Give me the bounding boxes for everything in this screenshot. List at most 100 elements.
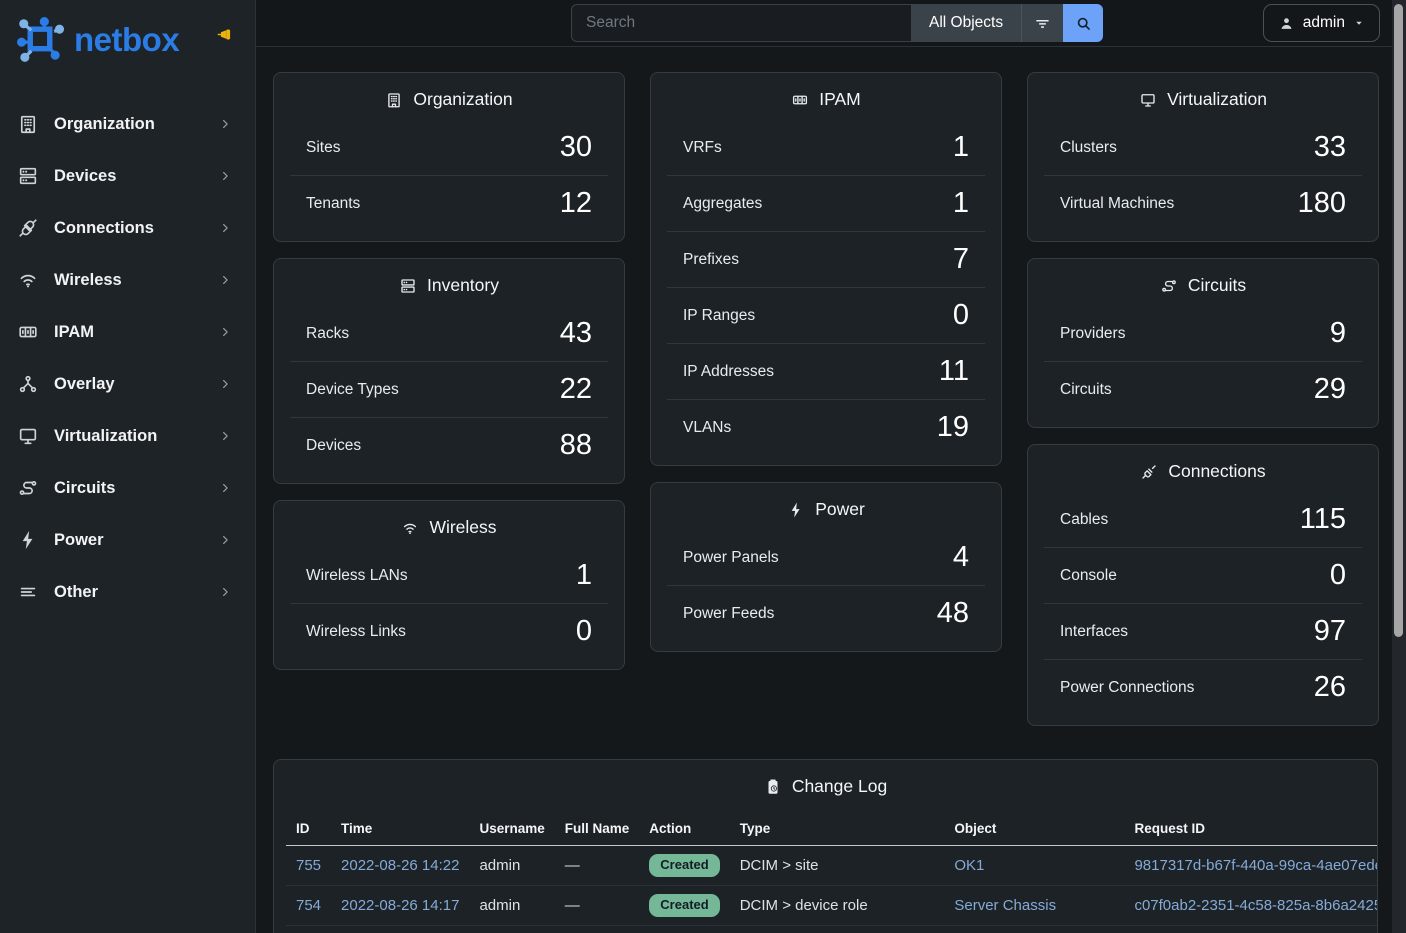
card-title-text: IPAM [819,89,861,109]
request-id-link[interactable]: 9817317d-b67f-440a-99ca-4ae07ede94df [1134,856,1377,874]
column-header-full-name: Full Name [554,811,640,846]
chevron-right-icon [217,116,233,132]
stat-row-power-panels[interactable]: Power Panels 4 [667,530,985,586]
wireless-icon [401,519,419,537]
stat-value: 43 [559,317,592,349]
object-link[interactable]: OK1 [954,856,985,874]
card-rows: VRFs 1 Aggregates 1 Prefixes 7 IP Ranges 0 IP Ad… [651,116,1001,465]
stat-row-interfaces[interactable]: Interfaces 97 [1044,604,1362,660]
cell-type: DCIM > module bay template [730,925,945,933]
stat-row-cables[interactable]: Cables 115 [1044,492,1362,548]
stat-row-wireless-lans[interactable]: Wireless LANs 1 [290,548,608,604]
sidebar-item-ipam[interactable]: IPAM [0,306,255,358]
stat-row-tenants[interactable]: Tenants 12 [290,176,608,231]
cell-object: Server Chassis [944,885,1125,926]
stat-row-aggregates[interactable]: Aggregates 1 [667,176,985,232]
card-power: Power Power Panels 4 Power Feeds 48 [650,482,1002,652]
sidebar-item-virtualization[interactable]: Virtualization [0,410,255,462]
user-menu-button[interactable]: admin [1262,4,1380,42]
action-badge: Created [649,854,720,877]
scrollbar-track[interactable] [1392,0,1406,933]
card-title-text: Virtualization [1167,89,1267,109]
stat-label: Virtual Machines [1060,194,1175,212]
id-link[interactable]: 754 [296,896,322,914]
stat-row-power-feeds[interactable]: Power Feeds 48 [667,586,985,641]
card-inventory: Inventory Racks 43 Device Types 22 Devices 88 [273,258,625,484]
sidebar-item-organization[interactable]: Organization [0,98,255,150]
stat-label: Cables [1060,510,1109,528]
filter-button[interactable] [1021,4,1064,42]
cell-action: Created [639,845,730,886]
search-scope-dropdown[interactable]: All Objects [911,4,1022,42]
stat-row-ip-addresses[interactable]: IP Addresses 11 [667,344,985,400]
card-circuits: Circuits Providers 9 Circuits 29 [1027,258,1379,428]
time-link[interactable]: 2022-08-26 14:22 [341,856,460,874]
search-input[interactable] [571,4,911,42]
stat-row-vrfs[interactable]: VRFs 1 [667,120,985,176]
card-title-organization: Organization [274,73,624,116]
cell-object: OK1 [944,845,1125,886]
stat-label: Power Feeds [683,604,775,622]
stat-row-virtual-machines[interactable]: Virtual Machines 180 [1044,176,1362,231]
pin-icon[interactable] [216,26,233,43]
object-link[interactable]: Server Chassis [954,896,1057,914]
chevron-right-icon [217,220,233,236]
cell-time: 2022-08-26 14:17 [331,885,470,926]
scrollbar-thumb[interactable] [1394,4,1403,637]
sidebar-item-devices[interactable]: Devices [0,150,255,202]
sidebar-item-power[interactable]: Power [0,514,255,566]
stat-label: IP Ranges [683,306,756,324]
cell-action: Created [639,885,730,926]
power-icon [787,501,805,519]
stat-label: VLANs [683,418,732,436]
stat-value: 12 [559,187,592,219]
sidebar-item-label: IPAM [54,322,95,341]
stat-row-console[interactable]: Console 0 [1044,548,1362,604]
stat-row-vlans[interactable]: VLANs 19 [667,400,985,455]
sidebar-item-overlay[interactable]: Overlay [0,358,255,410]
sidebar-item-connections[interactable]: Connections [0,202,255,254]
column-header-action: Action [639,811,730,846]
sidebar-item-label: Overlay [54,374,115,393]
brand[interactable]: netbox [0,0,255,76]
ipam-icon [16,321,40,343]
stat-row-circuits[interactable]: Circuits 29 [1044,362,1362,417]
chevron-right-icon [217,480,233,496]
circuits-icon [1160,277,1178,295]
stat-row-clusters[interactable]: Clusters 33 [1044,120,1362,176]
stat-row-prefixes[interactable]: Prefixes 7 [667,232,985,288]
stat-label: IP Addresses [683,362,775,380]
chevron-right-icon [217,428,233,444]
time-link[interactable]: 2022-08-26 14:17 [341,896,460,914]
sidebar: netbox Organization Devices Connections Wir… [0,0,256,933]
stat-row-device-types[interactable]: Device Types 22 [290,362,608,418]
chevron-right-icon [217,584,233,600]
search-group: All Objects [571,4,1104,42]
stat-row-wireless-links[interactable]: Wireless Links 0 [290,604,608,659]
cell-full-name: — [554,885,640,926]
search-button[interactable] [1063,4,1104,42]
cell-type: DCIM > site [729,845,945,886]
id-link[interactable]: 755 [296,856,322,874]
sidebar-item-wireless[interactable]: Wireless [0,254,255,306]
sidebar-item-circuits[interactable]: Circuits [0,462,255,514]
cell-id: 753 [286,925,331,933]
stat-row-racks[interactable]: Racks 43 [290,306,608,362]
search-icon [1074,14,1093,33]
sidebar-item-other[interactable]: Other [0,566,255,618]
stat-label: Power Panels [683,548,779,566]
topbar: All Objects [256,0,1406,47]
stat-row-sites[interactable]: Sites 30 [290,120,608,176]
request-id-link[interactable]: c07f0ab2-2351-4c58-825a-8b6a2425a1ab [1134,896,1377,914]
stat-row-power-connections[interactable]: Power Connections 26 [1044,660,1362,715]
card-rows: Wireless LANs 1 Wireless Links 0 [274,544,624,669]
stat-row-ip-ranges[interactable]: IP Ranges 0 [667,288,985,344]
cell-id: 755 [286,845,332,886]
stat-label: Prefixes [683,250,739,268]
chevron-right-icon [217,168,233,184]
stat-row-devices[interactable]: Devices 88 [290,418,608,473]
column-header-object: Object [944,811,1125,846]
stat-row-providers[interactable]: Providers 9 [1044,306,1362,362]
cell-time: 2022-08-26 14:15 [331,925,469,933]
person-icon [1278,15,1295,32]
